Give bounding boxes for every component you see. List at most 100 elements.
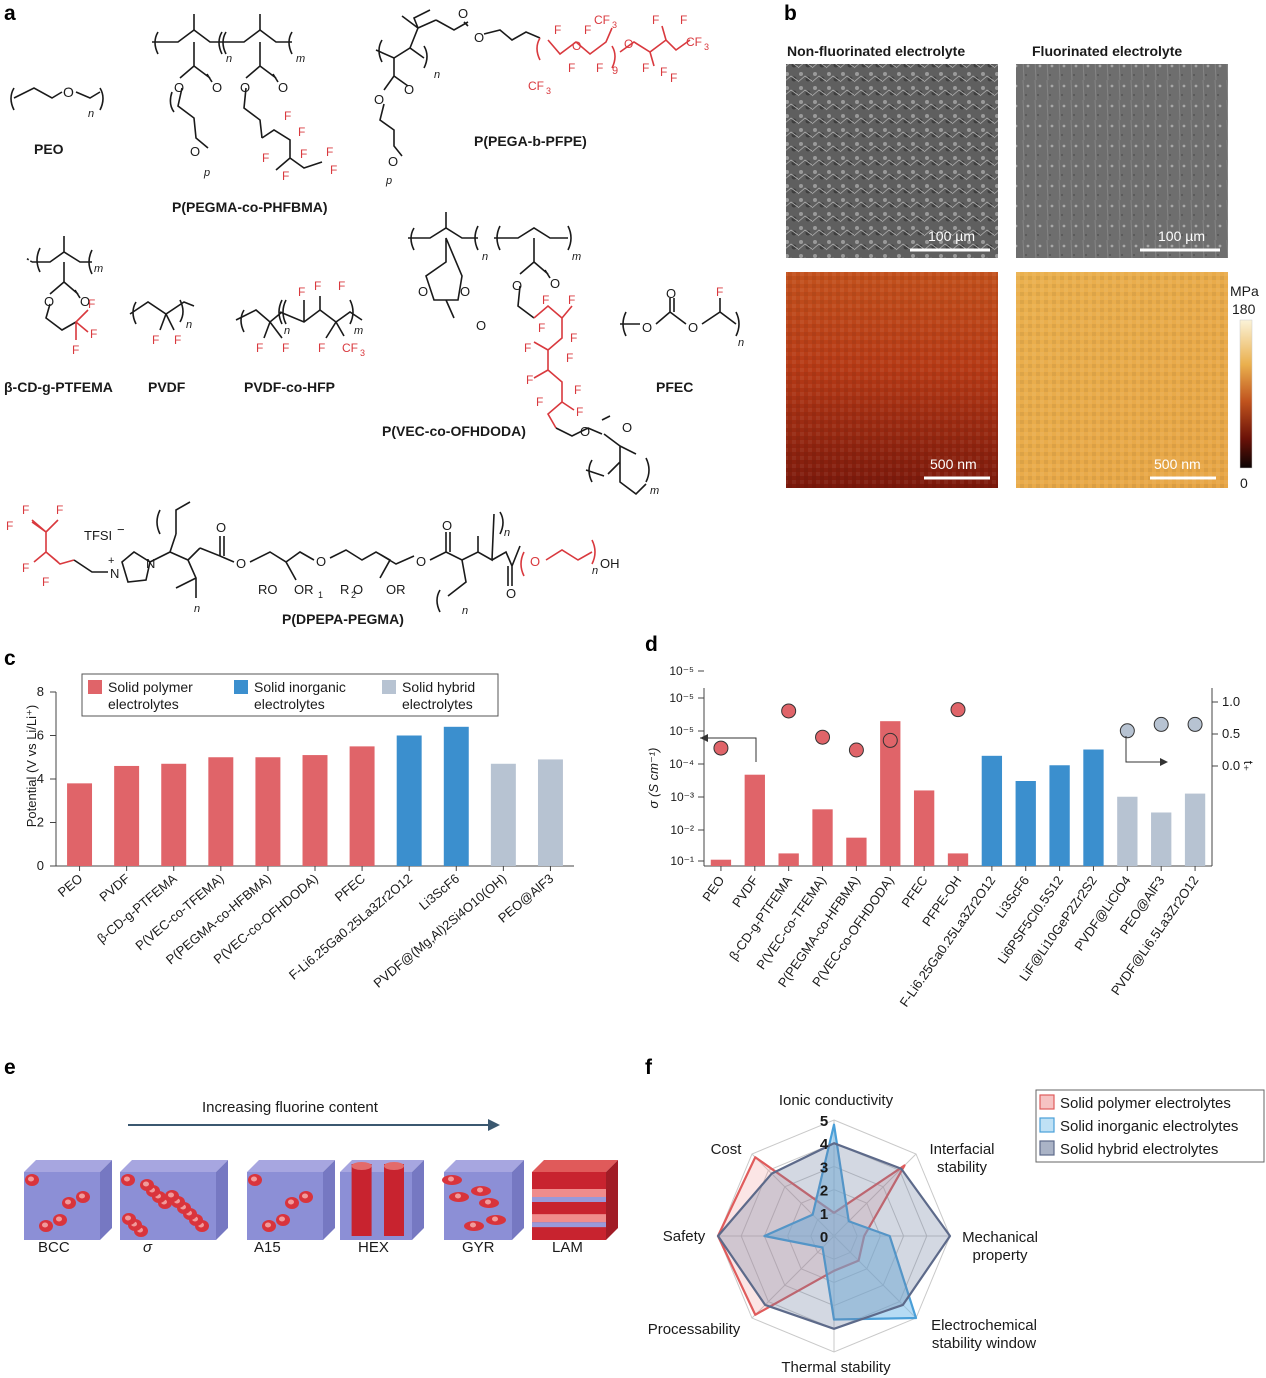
c-legend-inorganic-1: Solid inorganic (254, 679, 346, 695)
d-y2tick-label-1: 0.5 (1222, 726, 1240, 741)
phase-label-lam: LAM (552, 1239, 583, 1256)
d-ytick-label-0: 10⁻¹ (670, 854, 694, 868)
c-xlabels: PEO PVDFβ-CD-g-PTFEMAP(VEC-co-TFEMA)P(PEG… (55, 866, 556, 991)
e-lam-gap-0 (532, 1197, 606, 1202)
e-lam-gap-1 (532, 1222, 606, 1228)
dpepa-f4: F (22, 561, 29, 575)
peo-o-atom: O (63, 84, 74, 100)
d-bar-8 (981, 755, 1003, 866)
dpepa-sub1: 1 (318, 590, 323, 600)
colorbar-min: 0 (1240, 475, 1248, 491)
pega-o6: O (572, 39, 581, 53)
f-ticks: 0 1 2 3 4 5 (820, 1113, 829, 1246)
e-domain-hl-4-0 (448, 1176, 454, 1182)
pegma-f1: F (284, 109, 291, 123)
f-legend-swatch-hybrid (1039, 1140, 1055, 1156)
e-domain-hl-4-5 (477, 1187, 483, 1193)
pega-n: n (434, 69, 440, 81)
pegma-f6: F (326, 145, 333, 159)
c-bar-3 (208, 757, 234, 866)
pega-f7: F (642, 61, 649, 75)
vec-o6: O (580, 424, 590, 439)
peo-n-sub: n (88, 108, 94, 120)
e-domain-hl-2-0 (251, 1176, 257, 1182)
scalebar-label-3: 500 nm (930, 456, 977, 472)
d-bar-2 (778, 853, 799, 866)
structure-pvdf-hfp: n m F F F F F F CF 3 PVDF-co-HFP (235, 279, 365, 395)
pegma-o3: O (278, 80, 288, 95)
d-dot-3 (815, 729, 831, 745)
c-bar-2 (161, 763, 187, 866)
structure-dpepa-pegma: F F F F F TFSI − N + N O O O RO OR 1 R O… (6, 501, 620, 627)
pega-cf3-a-sub: 3 (612, 20, 617, 30)
f-axis-thermal: Thermal stability (781, 1359, 891, 1376)
c-bar-8 (443, 726, 469, 866)
e-domain-hl-4-2 (470, 1222, 476, 1228)
c-bar-6 (349, 746, 375, 866)
vec-o5: O (550, 276, 560, 291)
hfp-f2: F (282, 341, 289, 355)
dpepa-ro: RO (258, 582, 278, 597)
c-legend-swatch-hybrid (382, 680, 396, 694)
f-legend-swatch-polymer (1039, 1094, 1055, 1110)
d-bar-12 (1117, 796, 1138, 866)
d-ticks: 10⁻¹ 10⁻² 10⁻³ 10⁻⁴ 10⁻⁵ 10⁻⁵ 10⁻⁵ 1.0 0.5 0.0 (669, 664, 1240, 868)
vec-f8: F (574, 383, 581, 397)
hfp-cf3: CF (342, 341, 358, 355)
pega-cf3-c: CF (686, 35, 702, 49)
pegma-n: n (226, 53, 232, 65)
dpepa-f3: F (56, 503, 63, 517)
f-legend: Solid polymer electrolytes Solid inorgan… (1035, 1089, 1265, 1163)
c-ylabel: Potential (V vs Li/Li⁺) (24, 705, 39, 827)
e-cube-side-1 (216, 1160, 228, 1240)
pegma-f3: F (262, 151, 269, 165)
d-y2label: t₊ (1241, 761, 1256, 771)
pega-f3: F (584, 23, 591, 37)
c-legend-hybrid-2: electrolytes (402, 696, 473, 712)
colorbar (1239, 319, 1253, 469)
e-hex-cap-0 (351, 1162, 372, 1170)
c-legend-polymer-2: electrolytes (108, 696, 179, 712)
dpepa-n-b: n (194, 603, 200, 615)
f-legend-box (1035, 1089, 1265, 1163)
c-bar-1 (114, 765, 140, 866)
dpepa-f1: F (22, 503, 29, 517)
ptfema-f2: F (90, 327, 97, 341)
d-xlabel-0: PEO (699, 873, 727, 904)
dpepa-o1: O (216, 520, 226, 535)
c-ticks: 0 2 4 6 8 (37, 684, 56, 873)
pvdf-n: n (186, 319, 192, 331)
d-y2tick-label-0: 1.0 (1222, 694, 1240, 709)
dpepa-f2: F (6, 519, 13, 533)
scalebar-label-2: 100 µm (1158, 228, 1205, 244)
pegma-o5: O (190, 144, 200, 159)
pegma-f7: F (330, 163, 337, 177)
f-tick-2: 2 (820, 1183, 828, 1200)
c-ytick-label-2: 4 (37, 771, 44, 786)
e-hex-cap-1 (384, 1162, 404, 1170)
dpepa-or1: OR (294, 582, 314, 597)
vec-f2: F (568, 293, 575, 307)
e-hex-cyl-1 (384, 1164, 404, 1236)
vec-f7: F (526, 373, 533, 387)
e-domain-hl-1-0 (124, 1176, 130, 1182)
dpepa-f5: F (42, 575, 49, 589)
c-legend-inorganic-2: electrolytes (254, 696, 325, 712)
e-domain-hl-2-2 (265, 1222, 271, 1228)
structure-pfec: O O O F n PFEC (620, 285, 744, 395)
d-dot-14 (1187, 716, 1203, 732)
f-series-1 (763, 1123, 918, 1321)
afm-texture-fluorinated (1016, 272, 1228, 488)
hfp-f4: F (314, 279, 321, 293)
panel-f-radar: 0 1 2 3 4 5 Ionic conductivity Interfacial st… (648, 1089, 1265, 1376)
e-domain-hl-1-12 (168, 1192, 174, 1198)
d-ytick-label-5: 10⁻⁵ (669, 691, 694, 705)
dpepa-plus: + (108, 555, 114, 567)
structure-pega-pfpe: O O O O O n p F O F F F CF 3 CF 3 9 O (374, 6, 709, 187)
c-legend-swatch-inorganic (234, 680, 248, 694)
c-xlabel-1: PVDF (96, 871, 132, 905)
f-legend-hybrid: Solid hybrid electrolytes (1060, 1141, 1218, 1158)
c-xlabel-0: PEO (55, 871, 86, 900)
dpepa-oh: OH (600, 556, 620, 571)
e-domain-hl-2-4 (279, 1216, 285, 1222)
